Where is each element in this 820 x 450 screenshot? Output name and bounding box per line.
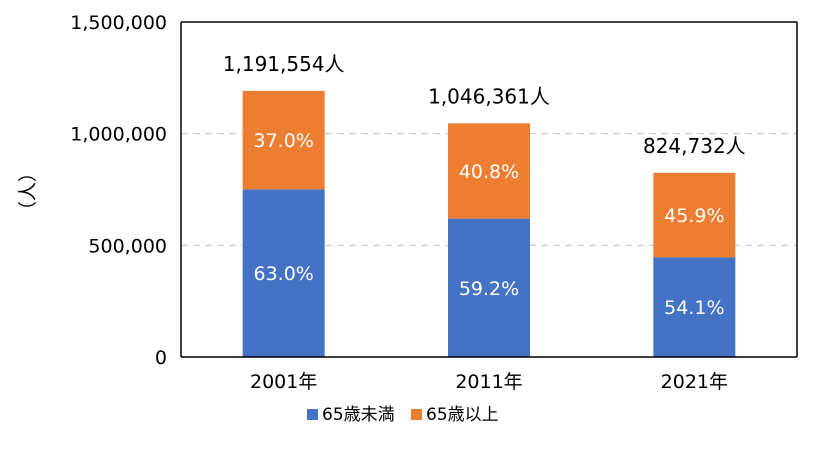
y-tick-label: 1,500,000	[70, 12, 167, 34]
bar-segment	[653, 257, 736, 357]
bar-segment-label: 63.0%	[253, 263, 313, 285]
labels: 0 500,000 1,000,000 1,500,000 63.0% 37.0% 1,19…	[70, 12, 745, 393]
legend-swatch	[411, 409, 422, 420]
bar-segment	[653, 172, 736, 258]
bar-segment-label: 37.0%	[253, 130, 313, 152]
bar-segment	[242, 90, 325, 190]
bar-segment-label: 59.2%	[459, 278, 519, 300]
x-tick-label: 2021年	[661, 371, 728, 393]
bar-segment-label: 40.8%	[459, 161, 519, 183]
y-tick-label: 500,000	[88, 235, 167, 257]
y-tick-label: 1,000,000	[70, 124, 167, 146]
bar-segment-label: 45.9%	[664, 205, 724, 227]
bars	[242, 90, 736, 357]
x-tick-label: 2011年	[455, 371, 522, 393]
legend: 65歳未満 65歳以上	[307, 405, 499, 425]
bar-segment	[448, 123, 530, 219]
x-tick-label: 2001年	[250, 371, 317, 393]
bar-segment	[242, 189, 325, 357]
y-axis-title: （人）	[17, 163, 39, 220]
bar-total-label: 1,046,361人	[428, 84, 550, 108]
bar-total-label: 1,191,554人	[223, 52, 345, 76]
y-tick-label: 0	[155, 347, 167, 369]
legend-label: 65歳以上	[426, 405, 499, 425]
bar-total-label: 824,732人	[643, 134, 746, 158]
legend-swatch	[307, 409, 318, 420]
bar-segment	[448, 218, 530, 357]
bar-segment-label: 54.1%	[664, 297, 724, 319]
legend-label: 65歳未満	[322, 405, 395, 425]
